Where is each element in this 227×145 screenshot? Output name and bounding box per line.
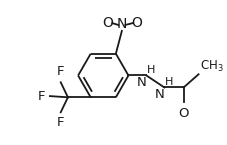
Text: N: N [154, 88, 163, 101]
Text: N: N [136, 76, 146, 89]
Text: CH$_3$: CH$_3$ [199, 59, 222, 74]
Text: F: F [37, 90, 45, 103]
Text: O: O [131, 16, 142, 30]
Text: F: F [57, 65, 64, 78]
Text: F: F [57, 116, 64, 129]
Text: H: H [146, 65, 154, 75]
Text: N: N [116, 17, 126, 31]
Text: O: O [102, 16, 113, 30]
Text: H: H [164, 77, 172, 87]
Text: O: O [178, 107, 188, 120]
